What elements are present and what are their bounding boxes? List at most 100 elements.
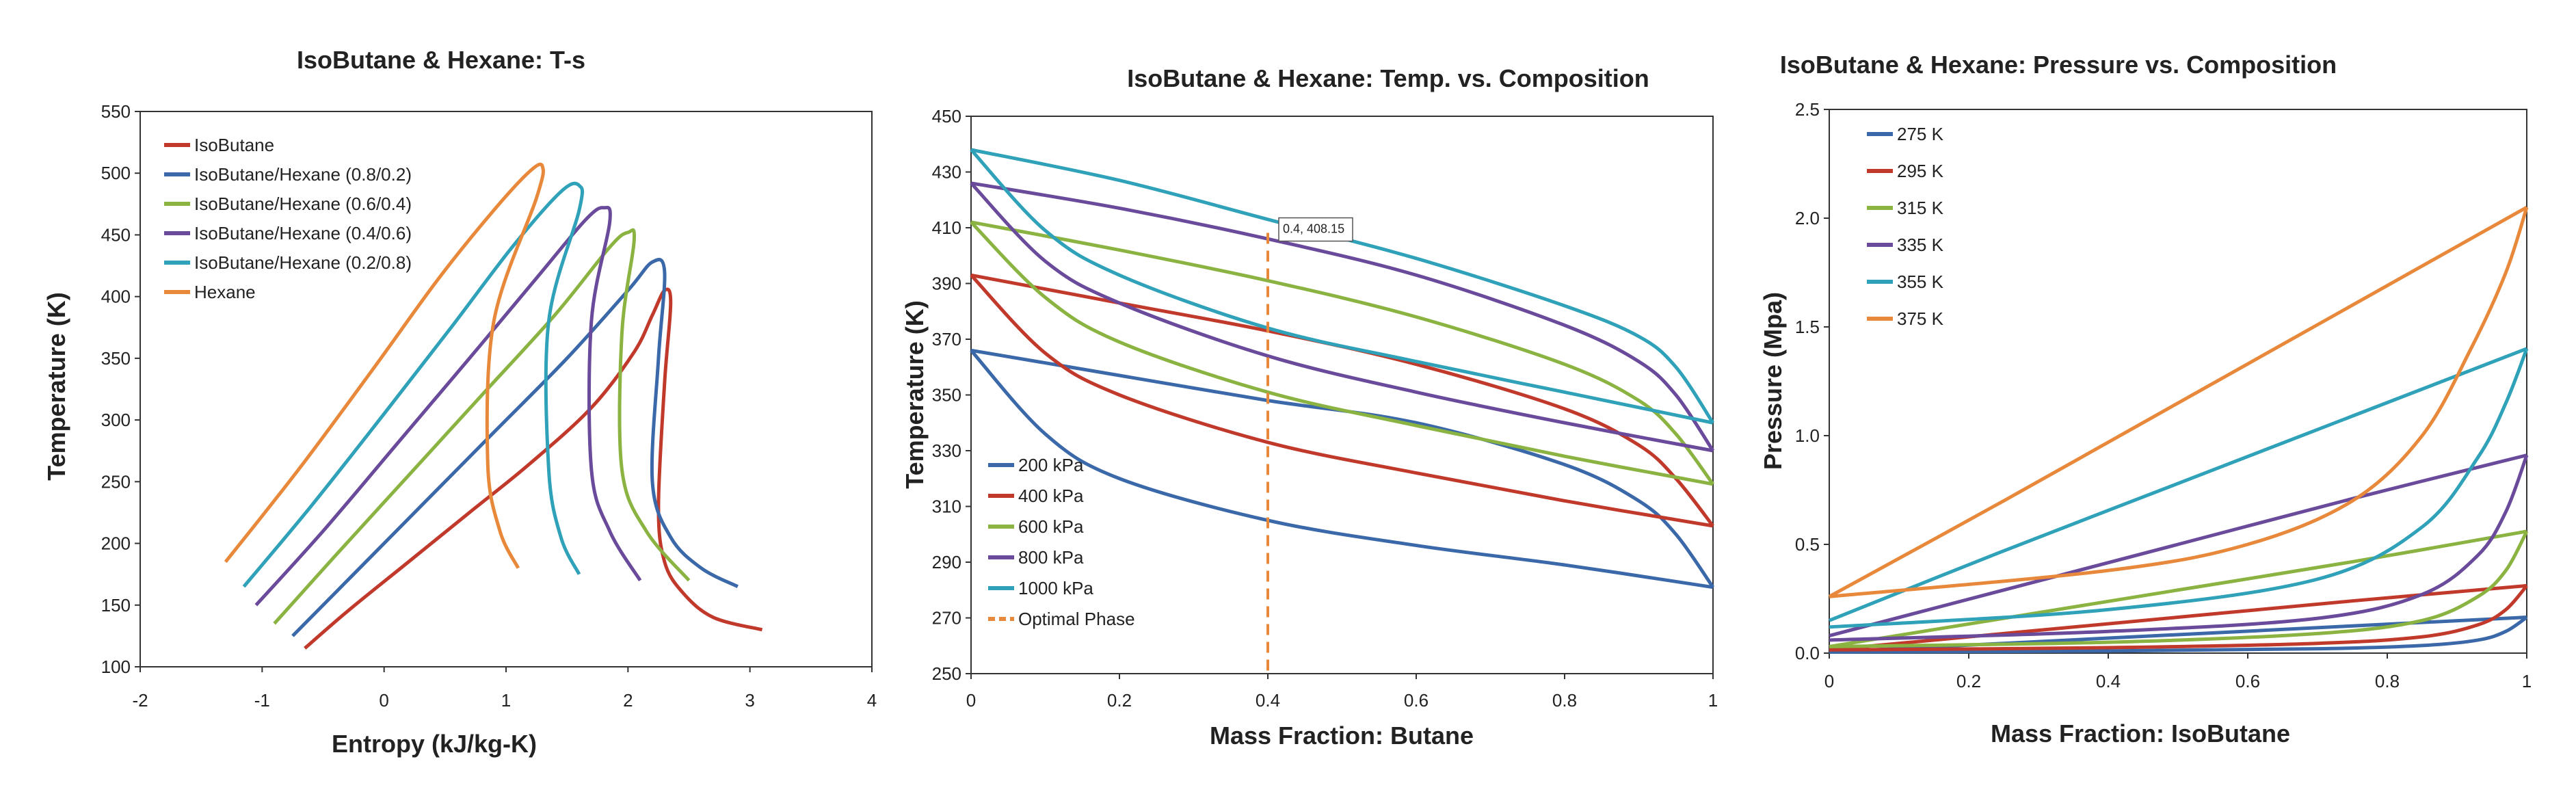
x-tick-label: 0.2 <box>1107 690 1132 711</box>
legend-label: Hexane <box>194 282 256 302</box>
series-line <box>304 287 763 650</box>
y-tick-label: 370 <box>932 329 961 349</box>
annotation-text: 0.4, 408.15 <box>1283 222 1344 236</box>
legend-item: 295 K <box>1867 161 1944 181</box>
bubble-line <box>1829 583 2527 652</box>
legend-item: 800 kPa <box>988 547 1084 568</box>
x-tick-label: -2 <box>132 690 148 711</box>
x-tick-label: 0.8 <box>2375 671 2400 691</box>
dew-line <box>1829 530 2529 648</box>
legend-label: IsoButane/Hexane (0.2/0.8) <box>194 252 412 273</box>
series-line <box>291 258 739 637</box>
series-line <box>273 228 691 625</box>
bubble-line <box>970 274 1714 528</box>
legend-label: 335 K <box>1897 235 1944 255</box>
legend-label: 375 K <box>1897 308 1944 329</box>
x-tick-label: 0.4 <box>1256 690 1280 711</box>
y-tick-label: 270 <box>932 608 961 628</box>
chart-ts-xlabel: Entropy (kJ/kg-K) <box>332 730 537 758</box>
legend-item: IsoButane/Hexane (0.8/0.2) <box>164 164 412 185</box>
y-tick-label: 300 <box>101 410 131 430</box>
y-tick-label: 410 <box>932 217 961 238</box>
y-tick-label: 330 <box>932 440 961 461</box>
bubble-line <box>970 221 1714 486</box>
bubble-line <box>1828 205 2528 598</box>
chart-pc-ylabel: Pressure (Mpa) <box>1759 292 1787 470</box>
legend-item: IsoButane/Hexane (0.6/0.4) <box>164 194 412 214</box>
chart-pressure-composition: IsoButane & Hexane: Pressure vs. Composi… <box>1759 51 2532 747</box>
x-tick-label: 1 <box>501 690 511 711</box>
y-tick-label: 2.0 <box>1795 208 1820 228</box>
y-tick-label: 0.5 <box>1795 534 1820 555</box>
legend-item: 1000 kPa <box>988 578 1093 598</box>
y-tick-label: 390 <box>932 274 961 294</box>
y-tick-label: 450 <box>101 224 131 245</box>
x-tick-label: 0.4 <box>2096 671 2121 691</box>
y-tick-label: 550 <box>101 101 131 122</box>
chart-temp-composition: IsoButane & Hexane: Temp. vs. Compositio… <box>901 64 1718 750</box>
bubble-line <box>1829 529 2527 648</box>
x-tick-label: 0 <box>1824 671 1834 691</box>
legend-label: 800 kPa <box>1018 547 1084 568</box>
y-tick-label: 0.0 <box>1795 643 1820 663</box>
dew-line <box>970 181 1715 452</box>
x-tick-label: 0 <box>379 690 388 711</box>
legend-item: Optimal Phase <box>988 609 1135 629</box>
dew-line <box>970 220 1715 486</box>
chart-ts-ylabel: Temperature (K) <box>42 292 70 480</box>
legend-item: 200 kPa <box>988 455 1084 475</box>
y-tick-label: 1.0 <box>1795 425 1820 446</box>
legend-item: IsoButane <box>164 135 274 155</box>
y-tick-label: 2.5 <box>1795 99 1820 120</box>
legend-item: 600 kPa <box>988 516 1084 537</box>
legend-label: 355 K <box>1897 272 1944 292</box>
series-line <box>254 205 642 607</box>
chart-pc-xlabel: Mass Fraction: IsoButane <box>1991 719 2290 747</box>
chart-tc-title: IsoButane & Hexane: Temp. vs. Compositio… <box>1127 64 1649 92</box>
x-tick-label: -1 <box>254 690 270 711</box>
x-tick-label: 1 <box>1708 690 1718 711</box>
legend-label: IsoButane <box>194 135 274 155</box>
x-tick-label: 2 <box>623 690 633 711</box>
bubble-line <box>1829 453 2527 637</box>
legend-label: 275 K <box>1897 124 1944 144</box>
x-tick-label: 0.6 <box>1404 690 1429 711</box>
bubble-line <box>970 182 1714 453</box>
y-tick-label: 350 <box>101 348 131 369</box>
legend-label: Optimal Phase <box>1018 609 1135 629</box>
dew-line <box>1829 454 2529 642</box>
x-tick-label: 3 <box>745 690 754 711</box>
x-tick-label: 1 <box>2522 671 2532 691</box>
legend-label: IsoButane/Hexane (0.8/0.2) <box>194 164 412 185</box>
chart-tc-xlabel: Mass Fraction: Butane <box>1210 722 1474 750</box>
legend-item: 355 K <box>1867 272 1944 292</box>
dew-line <box>1829 616 2528 654</box>
legend-label: IsoButane/Hexane (0.4/0.6) <box>194 223 412 243</box>
y-tick-label: 290 <box>932 552 961 572</box>
y-tick-label: 430 <box>932 162 961 183</box>
legend-label: 1000 kPa <box>1018 578 1093 598</box>
legend-label: 200 kPa <box>1018 455 1084 475</box>
chart-tc-annotation: 0.4, 408.15 <box>1278 217 1353 242</box>
legend-item: IsoButane/Hexane (0.4/0.6) <box>164 223 412 243</box>
chart-pc-title: IsoButane & Hexane: Pressure vs. Composi… <box>1780 51 2337 79</box>
legend-item: Hexane <box>164 282 256 302</box>
dew-line <box>1829 207 2529 598</box>
legend-item: 335 K <box>1867 235 1944 255</box>
y-tick-label: 150 <box>101 595 131 616</box>
legend-item: IsoButane/Hexane (0.2/0.8) <box>164 252 412 273</box>
y-tick-label: 500 <box>101 163 131 183</box>
y-tick-label: 250 <box>101 471 131 492</box>
dew-line <box>1829 584 2528 652</box>
y-tick-label: 450 <box>932 106 961 127</box>
legend-item: 315 K <box>1867 198 1944 218</box>
legend-item: 400 kPa <box>988 486 1084 506</box>
x-tick-label: 0.8 <box>1552 690 1577 711</box>
chart-ts: IsoButane & Hexane: T-s Entropy (kJ/kg-K… <box>42 46 877 758</box>
y-tick-label: 350 <box>932 385 961 406</box>
chart-pc-plot-area <box>1829 109 2527 654</box>
bubble-line <box>970 349 1714 590</box>
x-tick-label: 0.2 <box>1956 671 1981 691</box>
legend-item: 375 K <box>1867 308 1944 329</box>
